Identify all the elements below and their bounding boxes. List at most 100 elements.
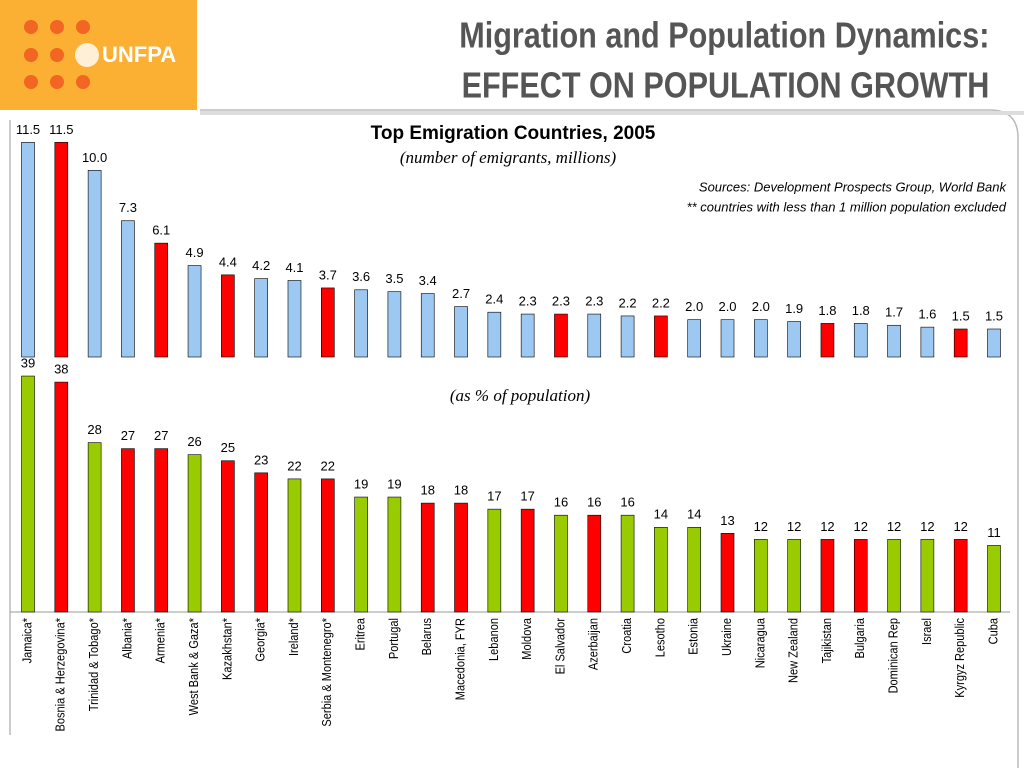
value-label: 12 xyxy=(920,519,934,534)
x-tick-label: Azerbaijan xyxy=(586,618,601,670)
bar xyxy=(787,539,801,613)
value-label: 38 xyxy=(54,362,68,377)
bar xyxy=(454,502,468,613)
bar xyxy=(920,539,935,613)
value-label: 4.1 xyxy=(285,260,303,275)
bar xyxy=(620,514,635,613)
x-tick-label: Lesotho xyxy=(652,618,667,658)
bar xyxy=(820,323,835,358)
value-label: 2.0 xyxy=(718,299,736,314)
bar xyxy=(887,539,901,613)
value-label: 1.5 xyxy=(985,308,1003,323)
value-label: 2.3 xyxy=(519,294,537,309)
value-label: 22 xyxy=(287,458,301,473)
bar xyxy=(21,142,35,358)
x-tick-label: Dominican Rep xyxy=(886,618,901,694)
value-label: 2.3 xyxy=(585,294,603,309)
bar xyxy=(853,323,868,358)
x-tick-label: Portugal xyxy=(386,618,401,659)
x-tick-label: Croatia xyxy=(619,618,634,654)
bar xyxy=(354,289,368,358)
bar xyxy=(154,448,169,613)
value-label: 1.5 xyxy=(952,308,970,323)
value-label: 14 xyxy=(654,507,668,522)
chart-subtitle: (as % of population) xyxy=(450,386,591,405)
x-tick-label: Estonia xyxy=(686,618,701,655)
source-note: Sources: Development Prospects Group, Wo… xyxy=(699,179,1008,194)
header-title: Migration and Population Dynamics: xyxy=(459,16,989,56)
x-tick-label: Armenia* xyxy=(153,618,168,664)
bar xyxy=(654,315,668,358)
value-label: 12 xyxy=(787,519,801,534)
value-label: 13 xyxy=(720,513,734,528)
value-label: 39 xyxy=(21,355,35,370)
bar xyxy=(920,326,935,358)
bar xyxy=(254,278,268,358)
value-label: 3.5 xyxy=(385,271,403,286)
bar xyxy=(787,321,801,358)
value-label: 12 xyxy=(887,519,901,534)
bar xyxy=(754,539,768,613)
x-tick-label: Israel xyxy=(919,618,934,645)
bar xyxy=(21,375,35,613)
value-label: 18 xyxy=(454,483,468,498)
value-label: 1.6 xyxy=(918,307,936,322)
value-label: 12 xyxy=(820,519,834,534)
value-label: 1.8 xyxy=(818,303,836,318)
value-label: 23 xyxy=(254,452,268,467)
logo-globe xyxy=(75,43,99,67)
logo-text: UNFPA xyxy=(102,42,176,67)
x-tick-label: Serbia & Montenegro* xyxy=(319,618,334,727)
bar xyxy=(121,448,135,613)
bar xyxy=(387,496,402,613)
bar xyxy=(154,242,169,358)
bar xyxy=(820,539,835,613)
bar xyxy=(554,313,568,358)
header-title: EFFECT ON POPULATION GROWTH xyxy=(462,66,990,106)
logo-dots xyxy=(24,20,90,89)
value-label: 16 xyxy=(554,495,568,510)
x-tick-label: Kyrgyz Republic xyxy=(952,618,967,698)
value-label: 10.0 xyxy=(82,150,107,165)
bar xyxy=(121,220,135,358)
chart-title: Top Emigration Countries, 2005 xyxy=(371,123,656,144)
value-label: 27 xyxy=(121,428,135,443)
bar xyxy=(221,460,235,613)
bar xyxy=(487,311,502,358)
value-label: 1.8 xyxy=(852,303,870,318)
value-label: 11.5 xyxy=(49,122,73,137)
bar xyxy=(687,319,702,358)
bar xyxy=(87,442,102,613)
value-label: 19 xyxy=(387,476,401,491)
bar xyxy=(853,539,868,613)
chart-subtitle: (number of emigrants, millions) xyxy=(400,148,617,167)
value-label: 2.3 xyxy=(552,294,570,309)
bar xyxy=(487,508,502,613)
bar xyxy=(587,514,602,613)
value-label: 25 xyxy=(221,440,235,455)
x-tick-label: Nicaragua xyxy=(752,618,767,669)
value-label: 11 xyxy=(987,525,1001,540)
bar xyxy=(887,324,901,358)
bar xyxy=(287,280,302,358)
x-tick-label: Belarus xyxy=(419,618,434,655)
value-label: 4.4 xyxy=(219,254,237,269)
value-label: 3.4 xyxy=(419,273,437,288)
value-label: 12 xyxy=(754,519,768,534)
value-label: 2.2 xyxy=(652,295,670,310)
value-label: 11.5 xyxy=(16,122,40,137)
value-label: 1.7 xyxy=(885,305,903,320)
bar xyxy=(687,526,702,613)
bar xyxy=(454,306,468,358)
x-tick-label: West Bank & Gaza* xyxy=(186,618,201,716)
x-tick-label: Ukraine xyxy=(719,618,734,656)
value-label: 2.4 xyxy=(485,292,503,307)
value-label: 3.6 xyxy=(352,269,370,284)
x-tick-label: New Zealand xyxy=(786,618,801,683)
x-tick-label: Lebanon xyxy=(486,618,501,661)
bar xyxy=(187,265,202,358)
bar xyxy=(320,478,335,613)
bar xyxy=(54,381,69,613)
x-tick-label: Moldova xyxy=(519,618,534,660)
